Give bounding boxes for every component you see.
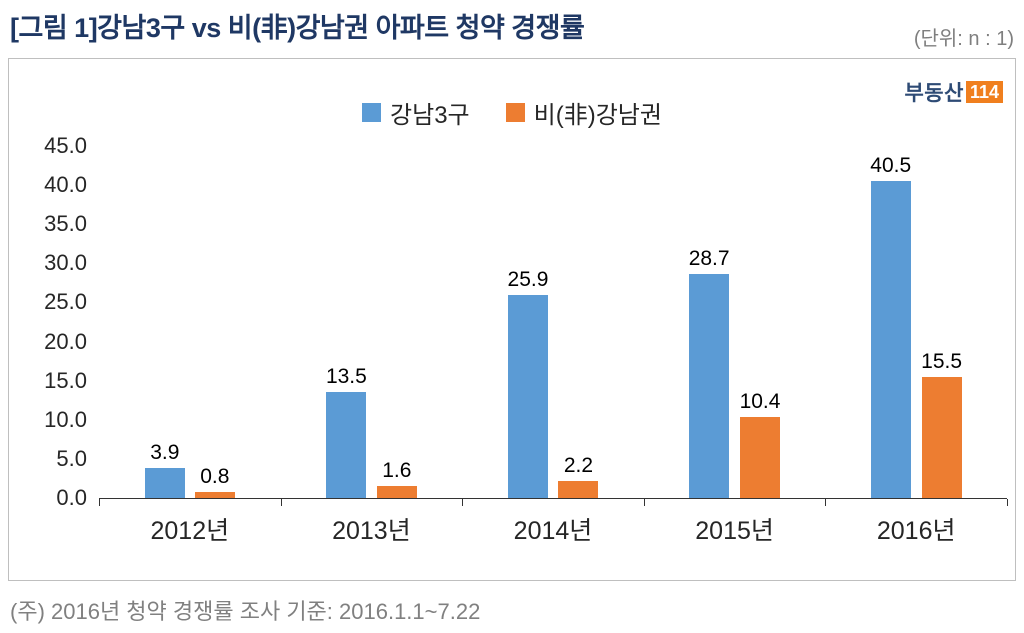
bar-group: 40.5 15.5 [825, 146, 1007, 498]
bar [921, 376, 962, 498]
bar [194, 491, 235, 498]
bar-value-label: 15.5 [921, 349, 963, 373]
bar [144, 467, 185, 498]
bar-wrap: 13.5 [326, 365, 367, 498]
x-axis-category-label: 2013년 [332, 517, 411, 545]
x-axis-category-label: 2015년 [695, 517, 774, 545]
x-axis-tick [825, 499, 827, 506]
bar-value-label: 25.9 [507, 268, 549, 292]
y-tick-label: 20.0 [44, 328, 87, 354]
bar-wrap: 15.5 [921, 350, 962, 498]
y-tick-label: 25.0 [44, 289, 87, 315]
bar-value-label: 10.4 [739, 389, 781, 413]
bar-wrap: 0.8 [194, 464, 235, 498]
bar-wrap: 28.7 [689, 247, 730, 498]
y-tick-label: 5.0 [56, 445, 87, 471]
x-axis-category-label: 2014년 [513, 517, 593, 545]
bar-wrap: 10.4 [739, 389, 781, 498]
bar-wrap: 3.9 [144, 440, 185, 498]
bar [689, 273, 730, 498]
y-tick-label: 40.0 [44, 172, 87, 198]
brand-logo: 부동산 114 [904, 77, 1003, 107]
bar-value-label: 3.9 [150, 440, 180, 464]
bar [740, 416, 781, 498]
bar [326, 392, 367, 498]
y-tick-label: 15.0 [44, 367, 87, 393]
chart-legend: 강남3구 비(非)강남권 [9, 95, 1015, 130]
bar-wrap: 2.2 [558, 453, 599, 498]
legend-swatch [362, 103, 382, 122]
x-axis-tick [280, 499, 282, 506]
x-axis-tick [1007, 499, 1008, 506]
y-tick-label: 35.0 [44, 211, 87, 237]
bar-group: 3.9 0.8 [99, 146, 281, 498]
y-tick-label: 45.0 [44, 133, 87, 158]
x-axis-tick [99, 499, 100, 506]
bar-value-label: 2.2 [563, 453, 594, 477]
chart-panel: 부동산 114 강남3구 비(非)강남권 45.0 40.0 35.0 30.0 25.0… [8, 58, 1016, 581]
bar-wrap: 1.6 [376, 458, 417, 498]
x-axis-labels: 2012년 2013년 2014년 2015년 2016년 [99, 511, 1007, 547]
y-tick-label: 30.0 [44, 250, 87, 276]
y-tick-label: 0.0 [56, 485, 87, 510]
page-title: [그림 1]강남3구 vs 비(非)강남권 아파트 청약 경쟁률 [10, 13, 585, 43]
plot-area: 3.9 0.8 13.5 1.6 25.9 2.2 28.7 10.4 40.5 15.5 [99, 146, 1007, 499]
bar [558, 480, 599, 498]
bar-value-label: 13.5 [325, 365, 367, 389]
bar-group: 13.5 1.6 [281, 146, 463, 498]
x-axis-tick [462, 499, 464, 506]
bar-value-label: 28.7 [688, 246, 730, 270]
bar-value-label: 1.6 [382, 458, 412, 482]
bar-wrap: 40.5 [870, 154, 911, 498]
legend-label: 강남3구 [390, 102, 470, 129]
legend-label: 비(非)강남권 [533, 102, 662, 129]
x-axis-category-label: 2012년 [150, 517, 230, 545]
legend-swatch [505, 103, 525, 122]
x-axis-tick [643, 499, 645, 506]
footnote: (주) 2016년 청약 경쟁률 조사 기준: 2016.1.1~7.22 [10, 599, 481, 624]
bar-group: 28.7 10.4 [644, 146, 826, 498]
bar [507, 295, 548, 498]
legend-item: 비(非)강남권 [505, 95, 662, 130]
bar [870, 181, 911, 498]
bar [376, 485, 417, 498]
brand-logo-text: 부동산 [904, 82, 964, 105]
bar-value-label: 40.5 [870, 154, 912, 178]
x-axis-category-label: 2016년 [876, 517, 956, 545]
legend-item: 강남3구 [362, 95, 470, 130]
brand-logo-badge: 114 [965, 81, 1003, 103]
unit-label: (단위: n : 1) [913, 28, 1014, 50]
bar-value-label: 0.8 [200, 464, 230, 488]
bar-wrap: 25.9 [507, 268, 549, 498]
y-tick-label: 10.0 [44, 406, 87, 432]
y-axis-labels: 45.0 40.0 35.0 30.0 25.0 20.0 15.0 10.0 5.0 0.0 [9, 59, 87, 580]
bar-group: 25.9 2.2 [462, 146, 644, 498]
